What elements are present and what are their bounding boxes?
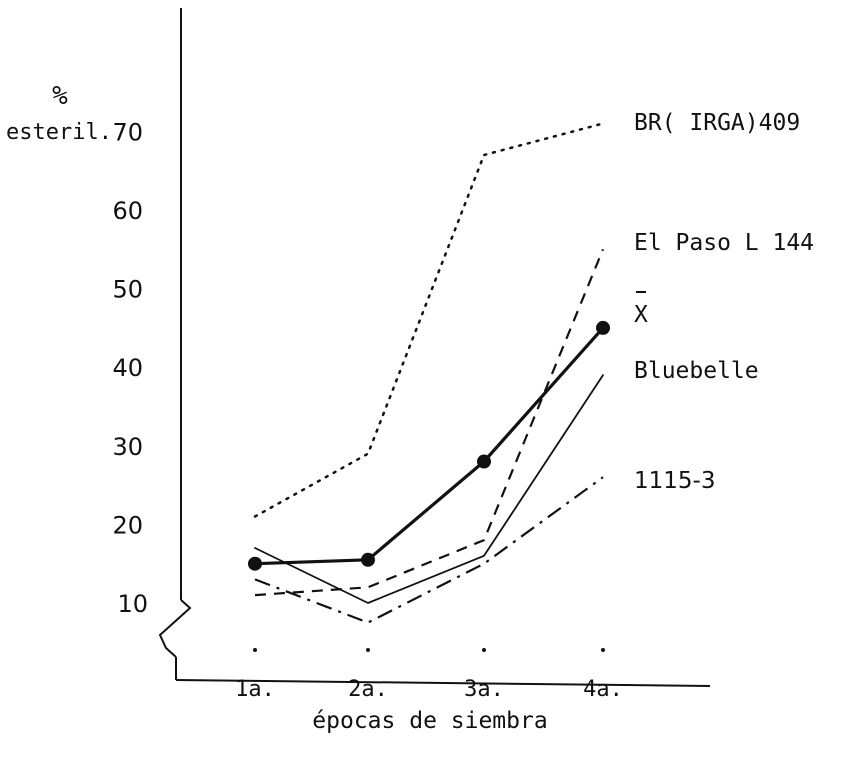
y-tick-label: 50 — [112, 276, 143, 304]
series-line — [254, 374, 604, 604]
y-tick-label: 40 — [112, 354, 143, 382]
x-tick-label: 4a. — [583, 677, 623, 702]
x-tick-mark — [601, 648, 605, 652]
series-line — [254, 248, 605, 597]
series-label: BR( IRGA)409 — [634, 110, 800, 136]
y-tick-label: 60 — [112, 197, 143, 225]
y-axis-break — [158, 599, 192, 658]
y-tick-label: 70 — [112, 118, 143, 146]
series-line — [254, 476, 604, 624]
x-axis — [175, 679, 711, 687]
series-label: El Paso L 144 — [634, 230, 814, 256]
y-ticks: 10 20 30 40 50 60 70 — [112, 118, 148, 618]
series-label: X — [634, 302, 648, 328]
y-axis-label-percent: % — [52, 81, 68, 111]
y-tick-label: 10 — [117, 590, 148, 618]
y-tick-label: 20 — [112, 511, 143, 539]
series-label: 1115-3 — [634, 468, 715, 494]
y-axis-label-esteril: esteril. — [6, 120, 112, 145]
series-labels: BR( IRGA)409 El Paso L 144 X Bluebelle 1115-… — [634, 110, 814, 494]
x-tick-mark — [482, 648, 486, 652]
data-point — [248, 556, 262, 571]
x-axis-label: épocas de siembra — [312, 708, 547, 734]
data-point — [477, 454, 491, 469]
x-tick-mark — [253, 648, 257, 652]
series-label: Bluebelle — [634, 358, 759, 384]
series-line — [253, 326, 605, 566]
data-point — [596, 320, 610, 335]
x-tick-mark — [366, 648, 370, 652]
x-tick-label: 1a. — [235, 677, 275, 702]
x-ticks: 1a. 2a. 3a. 4a. — [235, 648, 623, 702]
data-point — [361, 552, 375, 567]
series-line — [253, 122, 605, 518]
x-tick-label: 2a. — [348, 677, 388, 702]
y-tick-label: 30 — [112, 433, 143, 461]
x-tick-label: 3a. — [464, 677, 504, 702]
series-lines — [248, 122, 610, 624]
